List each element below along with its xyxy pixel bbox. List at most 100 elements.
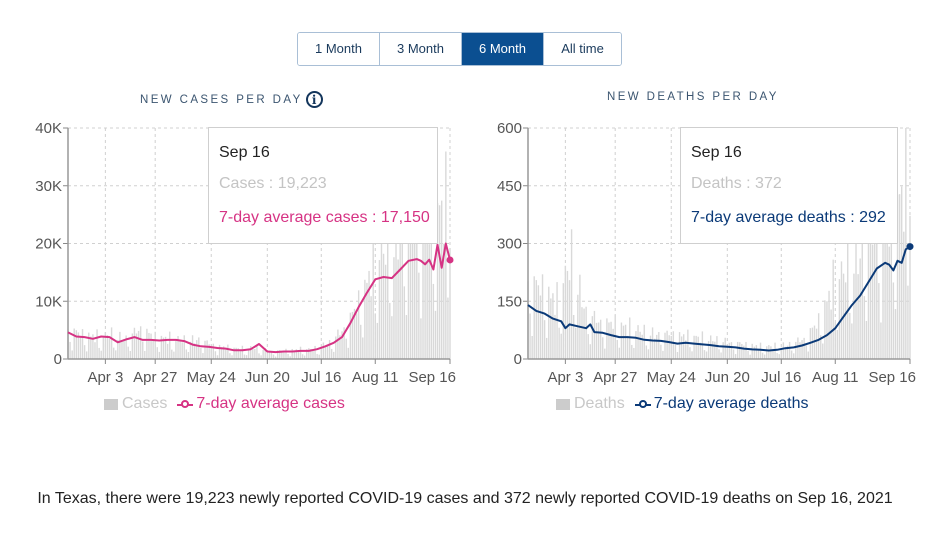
range-all-time-button[interactable]: All time [544,33,621,65]
deaths-x-tick-label: Sep 16 [868,369,916,386]
cases-bar [301,354,304,359]
legend-item-cases[interactable]: Cases [122,395,168,412]
deaths-bar [535,280,538,359]
deaths-bar [575,327,577,359]
deaths-bar [882,211,884,359]
cases-bar-swatch [104,398,118,410]
deaths-bar [604,348,606,359]
cases-bar [364,279,366,359]
deaths-bar [720,352,722,359]
deaths-bar [647,349,650,359]
deaths-bar [608,322,610,359]
deaths-bar [820,335,822,359]
deaths-bar [805,345,807,359]
deaths-bar [770,346,772,359]
cases-bar [88,332,90,359]
deaths-bar [658,332,660,359]
deaths-bar [878,283,880,359]
deaths-bar [768,345,770,359]
cases-bar [245,355,248,359]
deaths-bar [859,258,861,359]
cases-bar [204,340,206,359]
deaths-bar [606,318,608,359]
deaths-bar [707,341,710,359]
cases-bar [185,349,188,359]
cases-bar [220,347,223,359]
deaths-bar [697,336,699,359]
deaths-bar [668,335,670,359]
cases-x-tick-label: Aug 11 [352,369,398,386]
cases-bar [295,349,298,359]
info-icon[interactable]: i [305,91,323,108]
cases-bar [343,327,345,359]
deaths-bar [680,336,683,359]
cases-bar [216,355,219,359]
deaths-bar [703,350,706,359]
deaths-bar [664,332,666,359]
deaths-bar [537,285,540,359]
deaths-bar [734,354,737,359]
deaths-bar [905,128,907,359]
cases-bar [239,351,242,359]
deaths-bar [896,194,899,359]
cases-bar [293,350,295,359]
deaths-bar [851,323,853,359]
cases-bar [430,185,433,359]
deaths-bar [705,351,708,359]
deaths-bar [745,341,747,359]
cases-bar [370,296,372,359]
deaths-bar [732,349,735,359]
cases-bar [306,349,308,359]
deaths-bar [797,337,799,359]
deaths-bar [844,282,847,359]
legend-item-deaths[interactable]: Deaths [574,395,625,412]
cases-tooltip-average-value: 17,150 [380,209,430,226]
deaths-bar [778,354,780,359]
range-6-month-button[interactable]: 6 Month [462,33,544,65]
deaths-tooltip-date: Sep 16 [691,144,742,161]
deaths-bar [695,335,697,359]
deaths-bar [801,340,803,359]
deaths-bar [670,335,672,359]
deaths-y-tick-label: 450 [497,178,522,195]
deaths-bar [865,320,868,359]
cases-bar [252,348,254,359]
cases-bar [166,343,169,359]
deaths-bar [836,329,839,359]
cases-bar [366,282,368,359]
deaths-bar [871,244,874,359]
cases-bar [384,264,387,359]
cases-x-tick-label: Apr 3 [87,369,123,386]
legend-item-7-day-average-cases[interactable]: 7-day average cases [196,395,345,412]
deaths-bar [643,324,645,359]
cases-x-tick-label: Jul 16 [301,369,341,386]
deaths-bar [633,347,635,359]
deaths-y-tick-label: 300 [497,236,522,253]
deaths-bar [712,341,714,359]
cases-bar [316,353,318,359]
legend-item-7-day-average-deaths[interactable]: 7-day average deaths [653,395,809,412]
range-3-month-button[interactable]: 3 Month [380,33,462,65]
cases-bar [289,356,291,359]
deaths-bar [726,344,729,359]
deaths-bar [849,312,851,359]
cases-bar [418,272,420,359]
deaths-bar [572,315,575,359]
cases-bar [397,259,399,359]
cases-bar [287,353,289,359]
deaths-bar [826,301,828,359]
deaths-bar [631,344,633,359]
cases-bar [330,348,333,359]
cases-bar [389,302,391,359]
range-1-month-button[interactable]: 1 Month [298,33,380,65]
deaths-bar [672,331,675,359]
cases-bar [123,339,125,359]
cases-bar [98,347,100,359]
deaths-bar [685,340,687,359]
cases-bar [426,211,428,359]
deaths-bar [828,290,830,359]
deaths-bar [709,335,712,359]
cases-bar [314,345,316,359]
deaths-bar [739,342,741,359]
cases-bar [208,344,210,359]
